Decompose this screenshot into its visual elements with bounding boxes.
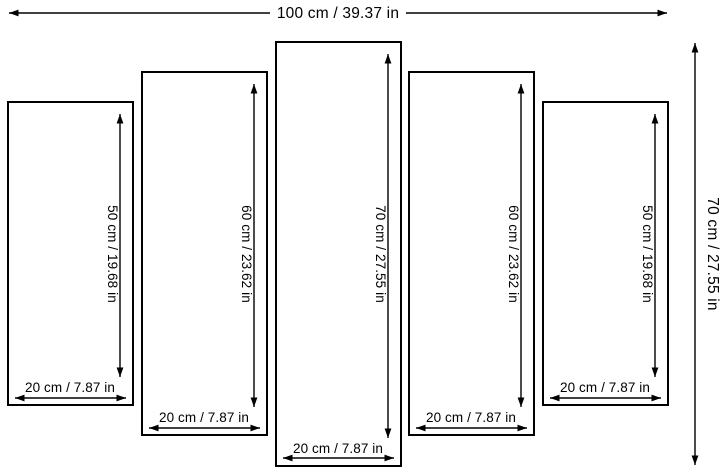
panel-4-width-label: 20 cm / 7.87 in xyxy=(426,410,516,425)
panel-2-rect xyxy=(141,71,268,436)
panel-4-rect xyxy=(408,71,535,436)
panel-3-rect xyxy=(275,41,402,467)
overall-height-label: 70 cm / 27.55 in xyxy=(704,197,720,311)
panel-1-width-label: 20 cm / 7.87 in xyxy=(25,380,115,395)
panel-1-rect xyxy=(7,101,134,406)
overall-width-label-background xyxy=(270,2,406,21)
panel-5-width-label: 20 cm / 7.87 in xyxy=(560,380,650,395)
panel-5-rect xyxy=(542,101,669,406)
panel-2-width-label: 20 cm / 7.87 in xyxy=(159,410,249,425)
panel-2-height-label: 60 cm / 23.62 in xyxy=(239,205,254,303)
panel-5-height-label: 50 cm / 19.68 in xyxy=(640,205,655,303)
panel-3-height-label: 70 cm / 27.55 in xyxy=(373,205,388,303)
panel-3-width-label: 20 cm / 7.87 in xyxy=(293,441,383,456)
overall-width-label: 100 cm / 39.37 in xyxy=(277,5,399,22)
panel-4-height-label: 60 cm / 23.62 in xyxy=(506,205,521,303)
panel-1-height-label: 50 cm / 19.68 in xyxy=(105,205,120,303)
